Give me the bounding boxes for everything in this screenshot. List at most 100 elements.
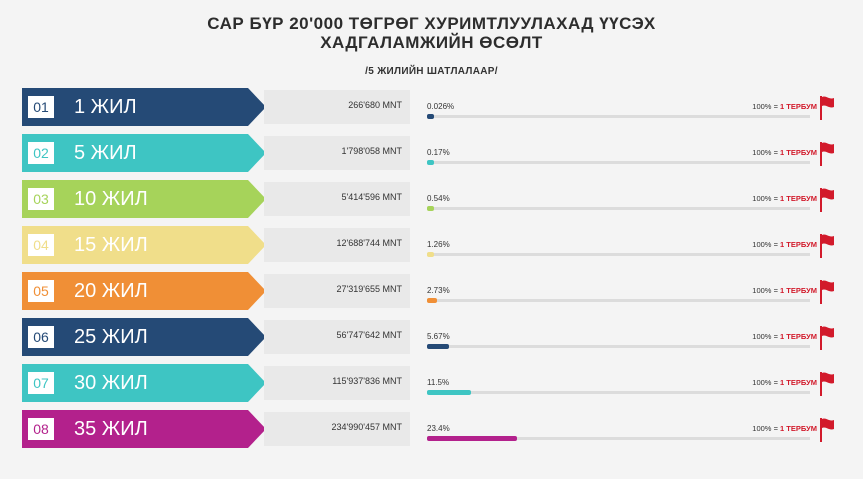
banner-arrow-shape [22,226,266,264]
scale-note: 100% = 1 ТЕРБУМ [752,148,817,157]
flag-cloth [822,326,834,338]
chart-subtitle: /5 ЖИЛИЙН ШАТЛАЛААР/ [365,66,498,77]
scale-unit: 1 ТЕРБУМ [780,332,817,341]
savings-row: 03 10 ЖИЛ 5'414'596 MNT 0.54% 100% = 1 ТЕРБУ… [0,180,863,220]
scale-unit: 1 ТЕРБУМ [780,424,817,433]
percent-label: 0.026% [427,102,455,111]
percent-label: 0.54% [427,194,450,203]
savings-row: 08 35 ЖИЛ 234'990'457 MNT 23.4% 100% = 1 ТЕР… [0,410,863,450]
row-index: 02 [28,142,54,164]
savings-row: 04 15 ЖИЛ 12'688'744 MNT 1.26% 100% = 1 ТЕРБ… [0,226,863,266]
flag-icon [820,418,834,442]
progress-fill [427,298,438,303]
flag-cloth [822,418,834,430]
progress-fill [427,252,434,257]
flag-pole [820,142,822,166]
period-banner: 01 1 ЖИЛ [22,88,266,126]
flag-icon [820,372,834,396]
scale-prefix: 100% = [752,148,781,157]
row-index: 05 [28,280,54,302]
banner-arrow [22,88,266,126]
scale-note: 100% = 1 ТЕРБУМ [752,194,817,203]
scale-unit: 1 ТЕРБУМ [780,148,817,157]
flag-cloth [822,142,834,154]
savings-row: 06 25 ЖИЛ 56'747'642 MNT 5.67% 100% = 1 ТЕРБ… [0,318,863,358]
savings-row: 02 5 ЖИЛ 1'798'058 MNT 0.17% 100% = 1 ТЕРБУМ [0,134,863,174]
scale-note: 100% = 1 ТЕРБУМ [752,102,817,111]
progress-fill [427,436,517,441]
flag-icon [820,142,834,166]
scale-prefix: 100% = [752,194,781,203]
scale-unit: 1 ТЕРБУМ [780,286,817,295]
amount-cell: 27'319'655 MNT [264,274,410,308]
banner-arrow-shape [22,180,266,218]
flag-cloth [822,234,834,246]
flag-pole [820,372,822,396]
amount-cell: 12'688'744 MNT [264,228,410,262]
flag-pole [820,188,822,212]
scale-prefix: 100% = [752,286,781,295]
period-banner: 02 5 ЖИЛ [22,134,266,172]
progress-track [427,298,810,303]
period-label: 1 ЖИЛ [74,96,137,118]
row-index: 08 [28,418,54,440]
amount-cell: 266'680 MNT [264,90,410,124]
flag-pole [820,280,822,304]
flag-icon [820,188,834,212]
progress-track [427,114,810,119]
scale-note: 100% = 1 ТЕРБУМ [752,378,817,387]
amount-cell: 56'747'642 MNT [264,320,410,354]
progress-fill [427,344,449,349]
flag-cloth [822,96,834,108]
banner-arrow [22,318,266,356]
scale-note: 100% = 1 ТЕРБУМ [752,240,817,249]
banner-arrow-shape [22,272,266,310]
amount-value: 266'680 MNT [348,100,402,110]
flag-icon [820,326,834,350]
progress-track [427,206,810,211]
chart-title-line2: ХАДГАЛАМЖИЙН ӨСӨЛТ [320,33,543,52]
amount-cell: 234'990'457 MNT [264,412,410,446]
scale-prefix: 100% = [752,378,781,387]
percent-label: 5.67% [427,332,450,341]
amount-cell: 115'937'836 MNT [264,366,410,400]
banner-arrow-shape [22,410,266,448]
amount-value: 234'990'457 MNT [331,422,402,432]
scale-prefix: 100% = [752,424,781,433]
period-label: 10 ЖИЛ [74,188,148,210]
chart-title-line1: САР БҮР 20'000 ТӨГРӨГ ХУРИМТЛУУЛАХАД ҮҮС… [207,14,656,33]
chart-title: САР БҮР 20'000 ТӨГРӨГ ХУРИМТЛУУЛАХАД ҮҮС… [0,14,863,52]
period-banner: 07 30 ЖИЛ [22,364,266,402]
percent-label: 23.4% [427,424,450,433]
scale-prefix: 100% = [752,102,781,111]
savings-row: 07 30 ЖИЛ 115'937'836 MNT 11.5% 100% = 1 ТЕР… [0,364,863,404]
period-banner: 08 35 ЖИЛ [22,410,266,448]
savings-row: 01 1 ЖИЛ 266'680 MNT 0.026% 100% = 1 ТЕРБУМ [0,88,863,128]
period-label: 35 ЖИЛ [74,418,148,440]
amount-cell: 5'414'596 MNT [264,182,410,216]
flag-cloth [822,188,834,200]
period-banner: 06 25 ЖИЛ [22,318,266,356]
banner-arrow-shape [22,88,266,126]
progress-track [427,344,810,349]
percent-label: 2.73% [427,286,450,295]
row-index: 01 [28,96,54,118]
row-index: 07 [28,372,54,394]
percent-label: 0.17% [427,148,450,157]
flag-icon [820,96,834,120]
percent-label: 1.26% [427,240,450,249]
period-banner: 05 20 ЖИЛ [22,272,266,310]
scale-prefix: 100% = [752,240,781,249]
row-index: 03 [28,188,54,210]
period-label: 20 ЖИЛ [74,280,148,302]
banner-arrow [22,410,266,448]
amount-value: 5'414'596 MNT [341,192,402,202]
scale-unit: 1 ТЕРБУМ [780,240,817,249]
scale-unit: 1 ТЕРБУМ [780,102,817,111]
banner-arrow-shape [22,134,266,172]
progress-track [427,252,810,257]
amount-value: 115'937'836 MNT [332,376,402,386]
flag-icon [820,234,834,258]
banner-arrow-shape [22,364,266,402]
flag-pole [820,234,822,258]
